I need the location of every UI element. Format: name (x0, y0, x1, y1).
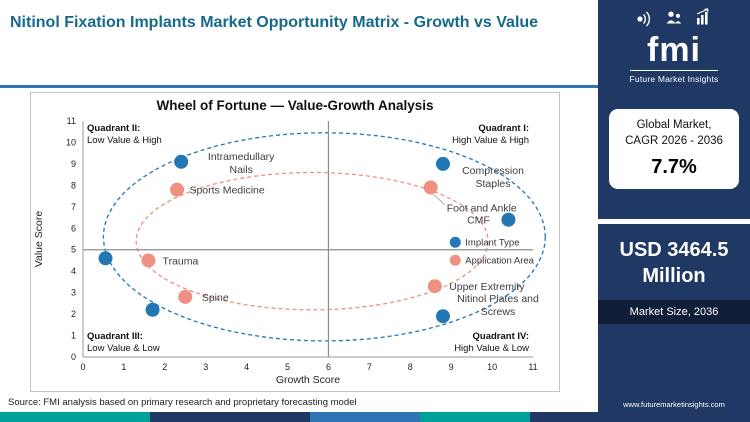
chart-title: Wheel of Fortune — Value-Growth Analysis (156, 98, 434, 113)
scatter-chart: 0 1 2 3 4 5 6 7 8 9 10 11 0 1 2 3 4 5 6 7 8 9 10 11 Growth Score… (33, 116, 546, 386)
market-size-caption: Market Size, 2036 (598, 300, 750, 325)
group-ellipse (102, 132, 546, 342)
y-tick-label: 0 (71, 352, 76, 362)
chart-panel: Wheel of Fortune — Value-Growth Analysis… (30, 92, 560, 392)
application-area-point (423, 180, 438, 195)
implant-type-point (145, 302, 160, 317)
implant-type-point (174, 154, 189, 169)
implant-type-point (436, 309, 450, 324)
website-url: www.futuremarketinsights.com (623, 400, 725, 409)
cagr-card: Global Market, CAGR 2026 - 2036 7.7% (609, 109, 739, 190)
legend-label: Application Area (465, 256, 534, 267)
application-area-point (141, 253, 156, 268)
y-tick-label: 10 (66, 137, 76, 147)
point-label: Sports Medicine (189, 185, 264, 197)
logo-chart-icon (696, 8, 709, 25)
quadrant-title: Quadrant II: (87, 123, 140, 134)
quadrant-title: Quadrant I: (478, 123, 529, 134)
source-note: Source: FMI analysis based on primary re… (8, 397, 357, 408)
logo-icons (637, 8, 709, 27)
footer-strip-segment (530, 412, 750, 422)
quadrant-title: Quadrant III: (87, 331, 143, 342)
x-tick-label: 11 (528, 362, 537, 372)
point-label: CMF (467, 215, 490, 227)
y-tick-label: 9 (71, 159, 76, 169)
point-label: Nitinol Plates and (457, 293, 539, 305)
x-tick-label: 7 (367, 362, 372, 372)
x-tick-label: 10 (487, 362, 497, 372)
footer-strip-segment (0, 412, 150, 422)
y-tick-label: 2 (71, 309, 76, 319)
quadrant-subtitle: Low Value & High (87, 135, 162, 146)
x-axis-label: Growth Score (276, 374, 340, 386)
y-tick-label: 5 (71, 245, 76, 255)
legend-swatch (449, 236, 461, 248)
x-tick-label: 2 (162, 362, 167, 372)
point-label: Spine (202, 292, 229, 304)
footer-strip-segment (420, 412, 530, 422)
y-tick-label: 4 (71, 266, 76, 276)
logo-people-icon (666, 11, 682, 24)
fmi-logo: fmi Future Market Insights (598, 0, 750, 87)
y-axis-label: Value Score (33, 211, 45, 268)
legend-label: Implant Type (465, 238, 519, 249)
cagr-card-line2: CAGR 2026 - 2036 (625, 134, 723, 147)
x-tick-label: 1 (121, 362, 126, 372)
market-size-value-line2: Million (642, 265, 706, 288)
sidebar-divider (598, 219, 750, 225)
footer-color-strip (0, 412, 750, 422)
point-label: Foot and Ankle (447, 203, 517, 215)
x-tick-label: 3 (203, 362, 208, 372)
y-tick-label: 8 (71, 180, 76, 190)
y-tick-label: 6 (71, 223, 76, 233)
x-tick-label: 0 (80, 362, 85, 372)
label-leader-line (433, 194, 446, 206)
logo-tagline: Future Market Insights (629, 70, 719, 84)
point-label: Compression (462, 165, 524, 177)
point-label: Screws (481, 306, 515, 318)
point-label: Nails (230, 164, 253, 176)
report-header: Nitinol Fixation Implants Market Opportu… (0, 0, 598, 88)
point-label: Trauma (163, 255, 199, 267)
x-tick-label: 8 (408, 362, 413, 372)
cagr-value: 7.7% (651, 156, 697, 179)
y-tick-label: 1 (71, 331, 76, 341)
y-tick-label: 7 (71, 202, 76, 212)
quadrant-subtitle: High Value & Low (454, 343, 529, 354)
sidebar: fmi Future Market Insights Global Market… (598, 0, 750, 412)
footer-strip-segment (150, 412, 310, 422)
application-area-point (427, 279, 442, 294)
report-title: Nitinol Fixation Implants Market Opportu… (10, 14, 539, 31)
footer-strip-segment (310, 412, 420, 422)
application-area-point (170, 182, 185, 197)
implant-type-point (436, 156, 450, 171)
group-ellipse (135, 171, 489, 311)
point-label: Upper Extremity (449, 281, 525, 293)
x-tick-label: 5 (285, 362, 290, 372)
market-size-value: USD 3464.5 Million (598, 237, 750, 289)
x-tick-label: 4 (244, 362, 249, 372)
logo-name: fmi (647, 31, 701, 69)
y-tick-label: 11 (67, 116, 76, 126)
legend-swatch (449, 254, 461, 266)
quadrant-subtitle: Low Value & Low (87, 343, 160, 354)
implant-type-point (98, 251, 113, 266)
point-label: Intramedullary (208, 151, 275, 163)
y-tick-label: 3 (71, 288, 76, 298)
application-area-point (178, 289, 193, 304)
market-size-value-line1: USD 3464.5 (619, 239, 729, 262)
quadrant-subtitle: High Value & High (452, 135, 529, 146)
point-label: Staples (475, 178, 510, 190)
quadrant-title: Quadrant IV: (473, 331, 529, 342)
cagr-card-line1: Global Market, (636, 119, 712, 131)
main-area: Nitinol Fixation Implants Market Opportu… (0, 0, 598, 408)
x-tick-label: 6 (326, 362, 331, 372)
logo-broadcast-icon (637, 11, 651, 27)
implant-type-point (501, 212, 516, 227)
x-tick-label: 9 (449, 362, 454, 372)
